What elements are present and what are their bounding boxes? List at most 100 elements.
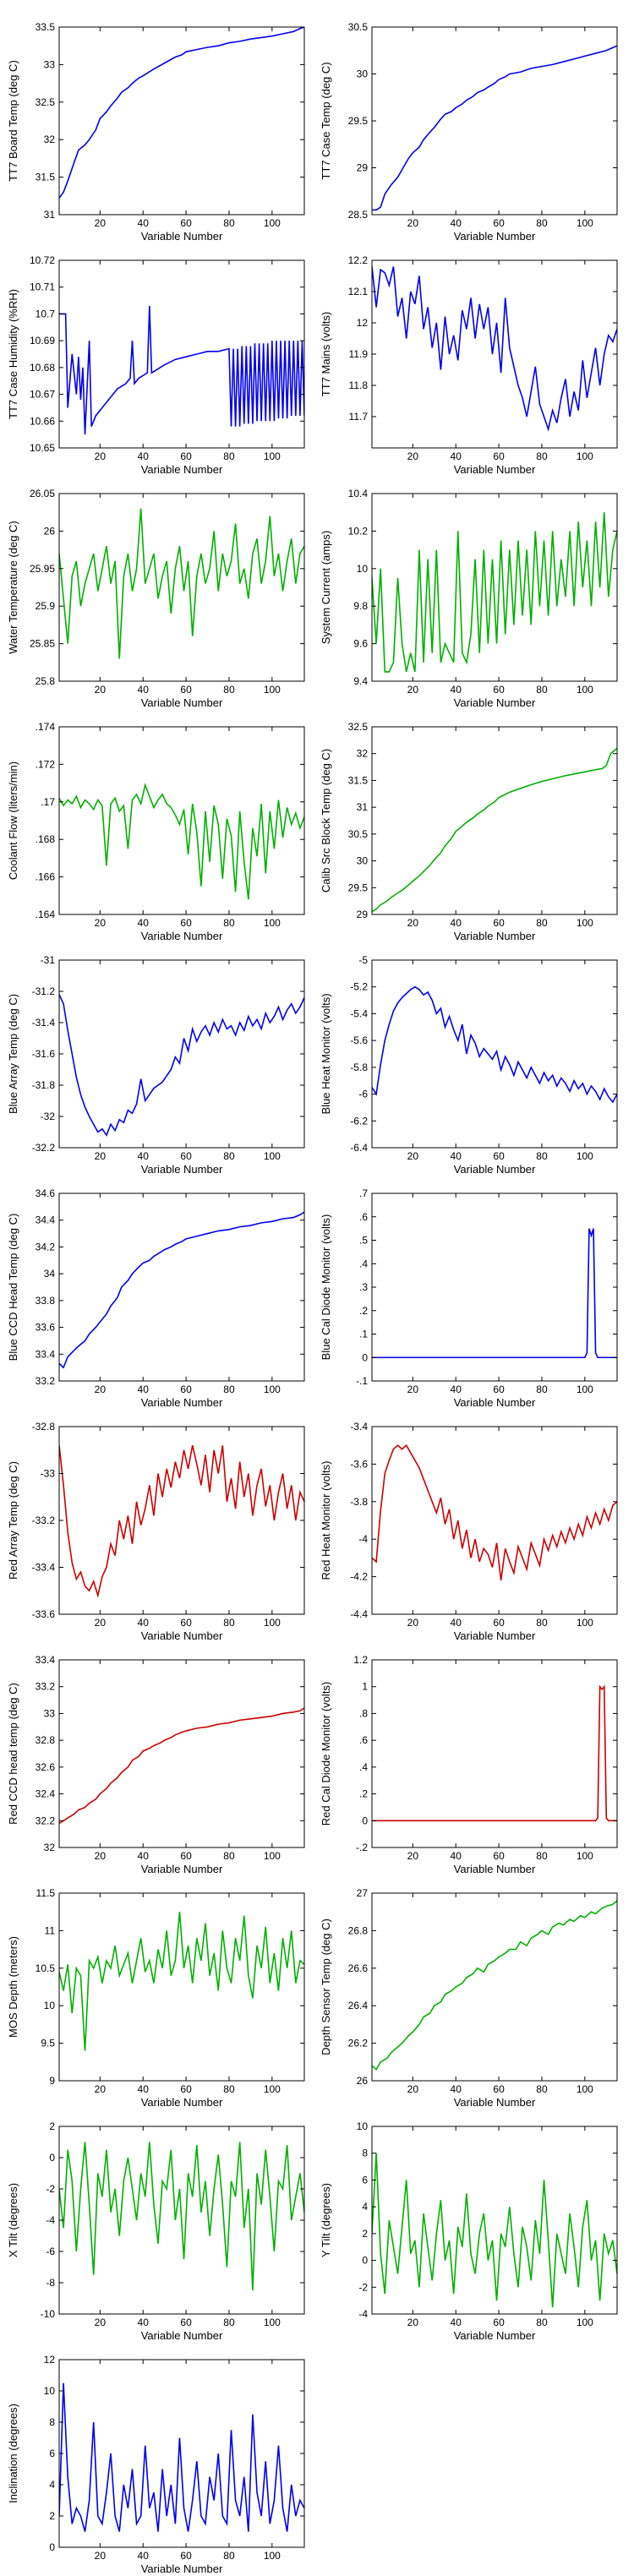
series-line (372, 266, 617, 432)
x-tick-label: 20 (95, 2550, 107, 2562)
plot-frame (371, 1659, 618, 1848)
y-tick-label: -3.4 (350, 1421, 368, 1433)
x-tick-label: 60 (493, 1617, 505, 1629)
y-tick-label: -32.8 (32, 1421, 56, 1433)
chart-inclination: 20 40 60 80 100 0 2 4 6 8 10 12 Variable Number Incli… (7, 2354, 305, 2575)
x-tick-label: 20 (407, 1150, 419, 1162)
y-tick-label: 34 (44, 1268, 56, 1280)
x-tick-label: 80 (223, 1384, 235, 1395)
y-tick-label: 33.5 (36, 21, 56, 33)
chart-x-tilt: 20 40 60 80 100 -10 -8 -6 -4 -2 0 2 Variable Number X… (7, 2120, 305, 2342)
x-tick-label: 20 (407, 1850, 419, 1862)
y-tick-label: 26.6 (348, 1962, 369, 1974)
x-tick-label: 60 (180, 2550, 192, 2562)
x-tick-label: 40 (451, 2083, 462, 2095)
x-tick-label: 80 (536, 1850, 548, 1862)
series-line (372, 1444, 617, 1581)
y-tick-label: .3 (359, 1281, 368, 1293)
x-tick-label: 20 (407, 917, 419, 929)
series-line (59, 1912, 304, 2051)
y-tick-label: 10.2 (348, 525, 369, 537)
x-tick-label: 40 (138, 2317, 150, 2328)
x-tick-label: 40 (451, 1850, 462, 1862)
y-tick-label: .8 (359, 1707, 368, 1719)
y-tick-label: 32.5 (36, 96, 56, 108)
x-tick-label: 60 (180, 2083, 192, 2095)
chart-red-cal-diode-monitor: 20 40 60 80 100 -.2 0 .2 .4 .6 .8 1 1.2 Variable Numb… (320, 1654, 618, 1875)
series-line (59, 27, 304, 199)
y-tick-label: 34.4 (36, 1214, 56, 1226)
y-axis-label: TT7 Case Humidity (%RH) (7, 289, 19, 419)
y-tick-label: 32.4 (36, 1788, 56, 1800)
y-tick-label: 10.68 (30, 362, 55, 374)
y-tick-label: .1 (359, 1329, 368, 1340)
y-tick-label: -5.8 (350, 1062, 368, 1073)
x-tick-label: 40 (138, 217, 150, 229)
y-tick-label: 30.5 (348, 828, 369, 840)
y-tick-label: 10 (44, 2000, 56, 2011)
plot-frame (371, 1192, 618, 1382)
x-tick-label: 60 (493, 1150, 505, 1162)
x-tick-label: 60 (493, 917, 505, 929)
x-tick-label: 40 (451, 1617, 462, 1629)
series-line (59, 1707, 304, 1825)
chart-blue-ccd-head-temp: 20 40 60 80 100 33.2 33.4 33.6 33.8 34 34.2 34.4 34.… (7, 1187, 305, 1409)
chart-blue-array-temp: 20 40 60 80 100 -32.2 -32 -31.8 -31.6 -31.4 -31.2 -… (7, 954, 305, 1176)
chart-tt7-case-humidity: 20 40 60 80 100 10.65 10.66 10.67 10.68 10.69 10.7… (7, 254, 305, 476)
x-tick-label: 100 (264, 1617, 281, 1629)
y-tick-label: -31.2 (32, 985, 56, 997)
series-line (59, 2382, 304, 2532)
y-tick-label: 8 (49, 2416, 55, 2428)
plot-frame (371, 1892, 618, 2082)
plot-frame (58, 259, 305, 449)
y-tick-label: 12.1 (348, 286, 369, 297)
y-tick-label: .17 (41, 796, 55, 808)
x-tick-label: 20 (407, 450, 419, 462)
x-tick-label: 20 (407, 1384, 419, 1395)
y-tick-label: 12 (357, 317, 369, 329)
chart-red-array-temp: 20 40 60 80 100 -33.6 -33.4 -33.2 -33 -32.8 Variab… (7, 1421, 305, 1642)
x-tick-label: 60 (493, 217, 505, 229)
y-tick-label: 10 (44, 2385, 56, 2397)
y-axis-label: Red Array Temp (deg C) (7, 1461, 19, 1580)
y-tick-label: 32.2 (36, 1815, 56, 1826)
x-tick-label: 20 (407, 2083, 419, 2095)
x-tick-label: 60 (493, 1850, 505, 1862)
y-tick-label: 0 (362, 1815, 368, 1826)
y-axis-label: Coolant Flow (liters/min) (7, 761, 19, 880)
plot-frame (58, 26, 305, 216)
y-tick-label: 10.66 (30, 415, 55, 427)
y-tick-label: 25.85 (30, 638, 55, 650)
y-tick-label: 0 (49, 2541, 55, 2553)
x-tick-label: 100 (264, 2083, 281, 2095)
x-tick-label: 60 (180, 1384, 192, 1395)
x-tick-label: 60 (180, 217, 192, 229)
y-tick-label: 12.2 (348, 254, 369, 266)
x-axis-label: Variable Number (454, 230, 536, 243)
y-tick-label: 33.8 (36, 1295, 56, 1307)
y-tick-label: -31.8 (32, 1079, 56, 1091)
y-axis-label: Water Temperature (deg C) (7, 521, 19, 654)
x-tick-label: 80 (536, 917, 548, 929)
y-tick-label: 10.72 (30, 254, 55, 266)
x-tick-label: 60 (180, 2317, 192, 2328)
y-tick-label: 25.8 (36, 675, 56, 687)
x-tick-label: 40 (138, 2550, 150, 2562)
x-tick-label: 20 (95, 217, 107, 229)
x-tick-label: 20 (95, 2317, 107, 2328)
y-tick-label: 33.2 (36, 1681, 56, 1693)
y-tick-label: 9.5 (41, 2038, 55, 2049)
y-tick-label: 1 (362, 1681, 368, 1693)
x-axis-label: Variable Number (454, 696, 536, 709)
y-tick-label: 30 (357, 855, 369, 867)
x-axis-label: Variable Number (141, 1163, 223, 1176)
x-tick-label: 60 (180, 1617, 192, 1629)
y-tick-label: 33 (44, 1707, 56, 1719)
series-line (59, 1445, 304, 1598)
series-line (59, 994, 304, 1137)
y-tick-label: -5.6 (350, 1034, 368, 1046)
y-tick-label: -31.6 (32, 1048, 56, 1060)
x-tick-label: 60 (493, 684, 505, 696)
y-tick-label: -6 (358, 1089, 368, 1100)
y-tick-label: 1.2 (353, 1654, 368, 1666)
